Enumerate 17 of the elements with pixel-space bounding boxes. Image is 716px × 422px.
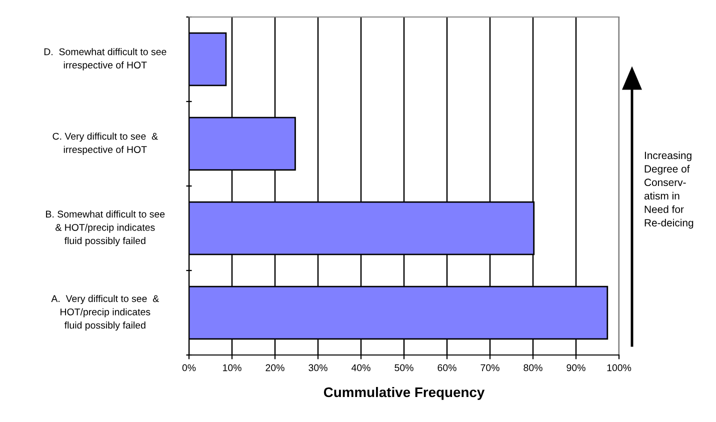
x-tick-label: 0% — [182, 364, 196, 372]
x-tick-label: 100% — [607, 364, 632, 372]
x-tick-label: 10% — [223, 364, 242, 372]
y-tick-label: B. Somewhat difficult to see & HOT/precip indicates fluid possibly failed — [46, 210, 165, 246]
text: Increasing Degree of Conserv- atism in Need for Re-deicing — [644, 151, 694, 229]
x-tick-label: 60% — [438, 364, 456, 372]
x-tick-label: 20% — [266, 364, 284, 372]
x-tick-label: 90% — [566, 364, 586, 372]
x-tick-label: 40% — [351, 364, 370, 372]
x-axis-title: Cummulative Frequency — [324, 386, 485, 400]
x-tick-label: 70% — [480, 364, 500, 372]
y-tick-label: C. Very difficult to see & irrespective of HOT — [52, 132, 158, 155]
x-tick-label: 30% — [308, 364, 328, 372]
y-tick-label: A. Very difficult to see & HOT/precip indicates fluid possibly failed — [51, 294, 159, 331]
x-tick-label: 80% — [524, 364, 542, 372]
y-tick-label: D. Somewhat difficult to see irrespective of HOT — [44, 48, 166, 70]
x-tick-label: 50% — [394, 364, 414, 372]
